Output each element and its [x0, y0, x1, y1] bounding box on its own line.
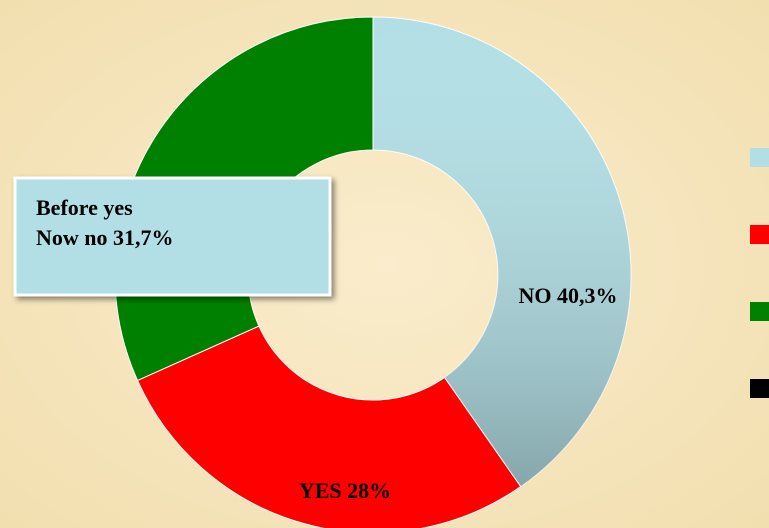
- data-label: Before yes: [36, 195, 133, 220]
- callout: Before yes Now no 31,7%: [13, 176, 332, 297]
- labels: NO 40,3% YES 28% Before yes Now no 31,7%: [13, 176, 618, 503]
- legend-swatch: [750, 379, 769, 398]
- legend-swatch: [750, 225, 769, 244]
- legend-swatch: [750, 302, 769, 321]
- legend-swatch: [750, 148, 769, 167]
- slice-shade: [373, 17, 631, 487]
- callout-box: [13, 176, 332, 297]
- data-label: NO 40,3%: [519, 283, 618, 308]
- data-label: YES 28%: [299, 478, 391, 503]
- slice: [136, 325, 522, 528]
- data-label: Now no 31,7%: [36, 225, 174, 250]
